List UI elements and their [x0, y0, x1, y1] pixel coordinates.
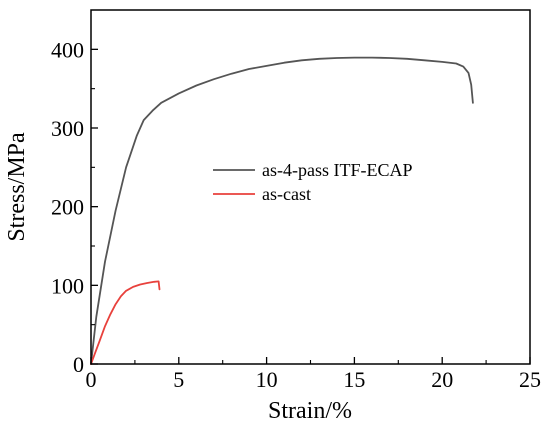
- series-line-0: [90, 56, 474, 365]
- y-tick-label-3: 300: [51, 116, 84, 141]
- x-tick-label-4: 20: [431, 367, 453, 392]
- x-tick-label-5: 25: [519, 367, 541, 392]
- series-line-1: [90, 280, 161, 365]
- x-axis-title: Strain/%: [268, 398, 352, 424]
- x-tick-label-2: 10: [256, 367, 278, 392]
- y-tick-label-2: 200: [51, 195, 84, 220]
- legend-label-as-cast: as-cast: [262, 184, 311, 204]
- y-tick-label-1: 100: [51, 273, 84, 298]
- ticks-layer: 0 5 10 15 20 25 0 100 200 300 400: [51, 37, 541, 392]
- legend: as-4-pass ITF-ECAP as-cast: [213, 160, 413, 204]
- x-tick-label-1: 5: [173, 367, 184, 392]
- series-layer: [90, 56, 474, 365]
- legend-label-itf-ecap: as-4-pass ITF-ECAP: [262, 160, 413, 180]
- x-tick-label-3: 15: [343, 367, 365, 392]
- y-axis-title: Stress/MPa: [4, 132, 30, 242]
- x-tick-label-0: 0: [86, 367, 97, 392]
- y-tick-label-0: 0: [73, 352, 84, 377]
- y-tick-label-4: 400: [51, 37, 84, 62]
